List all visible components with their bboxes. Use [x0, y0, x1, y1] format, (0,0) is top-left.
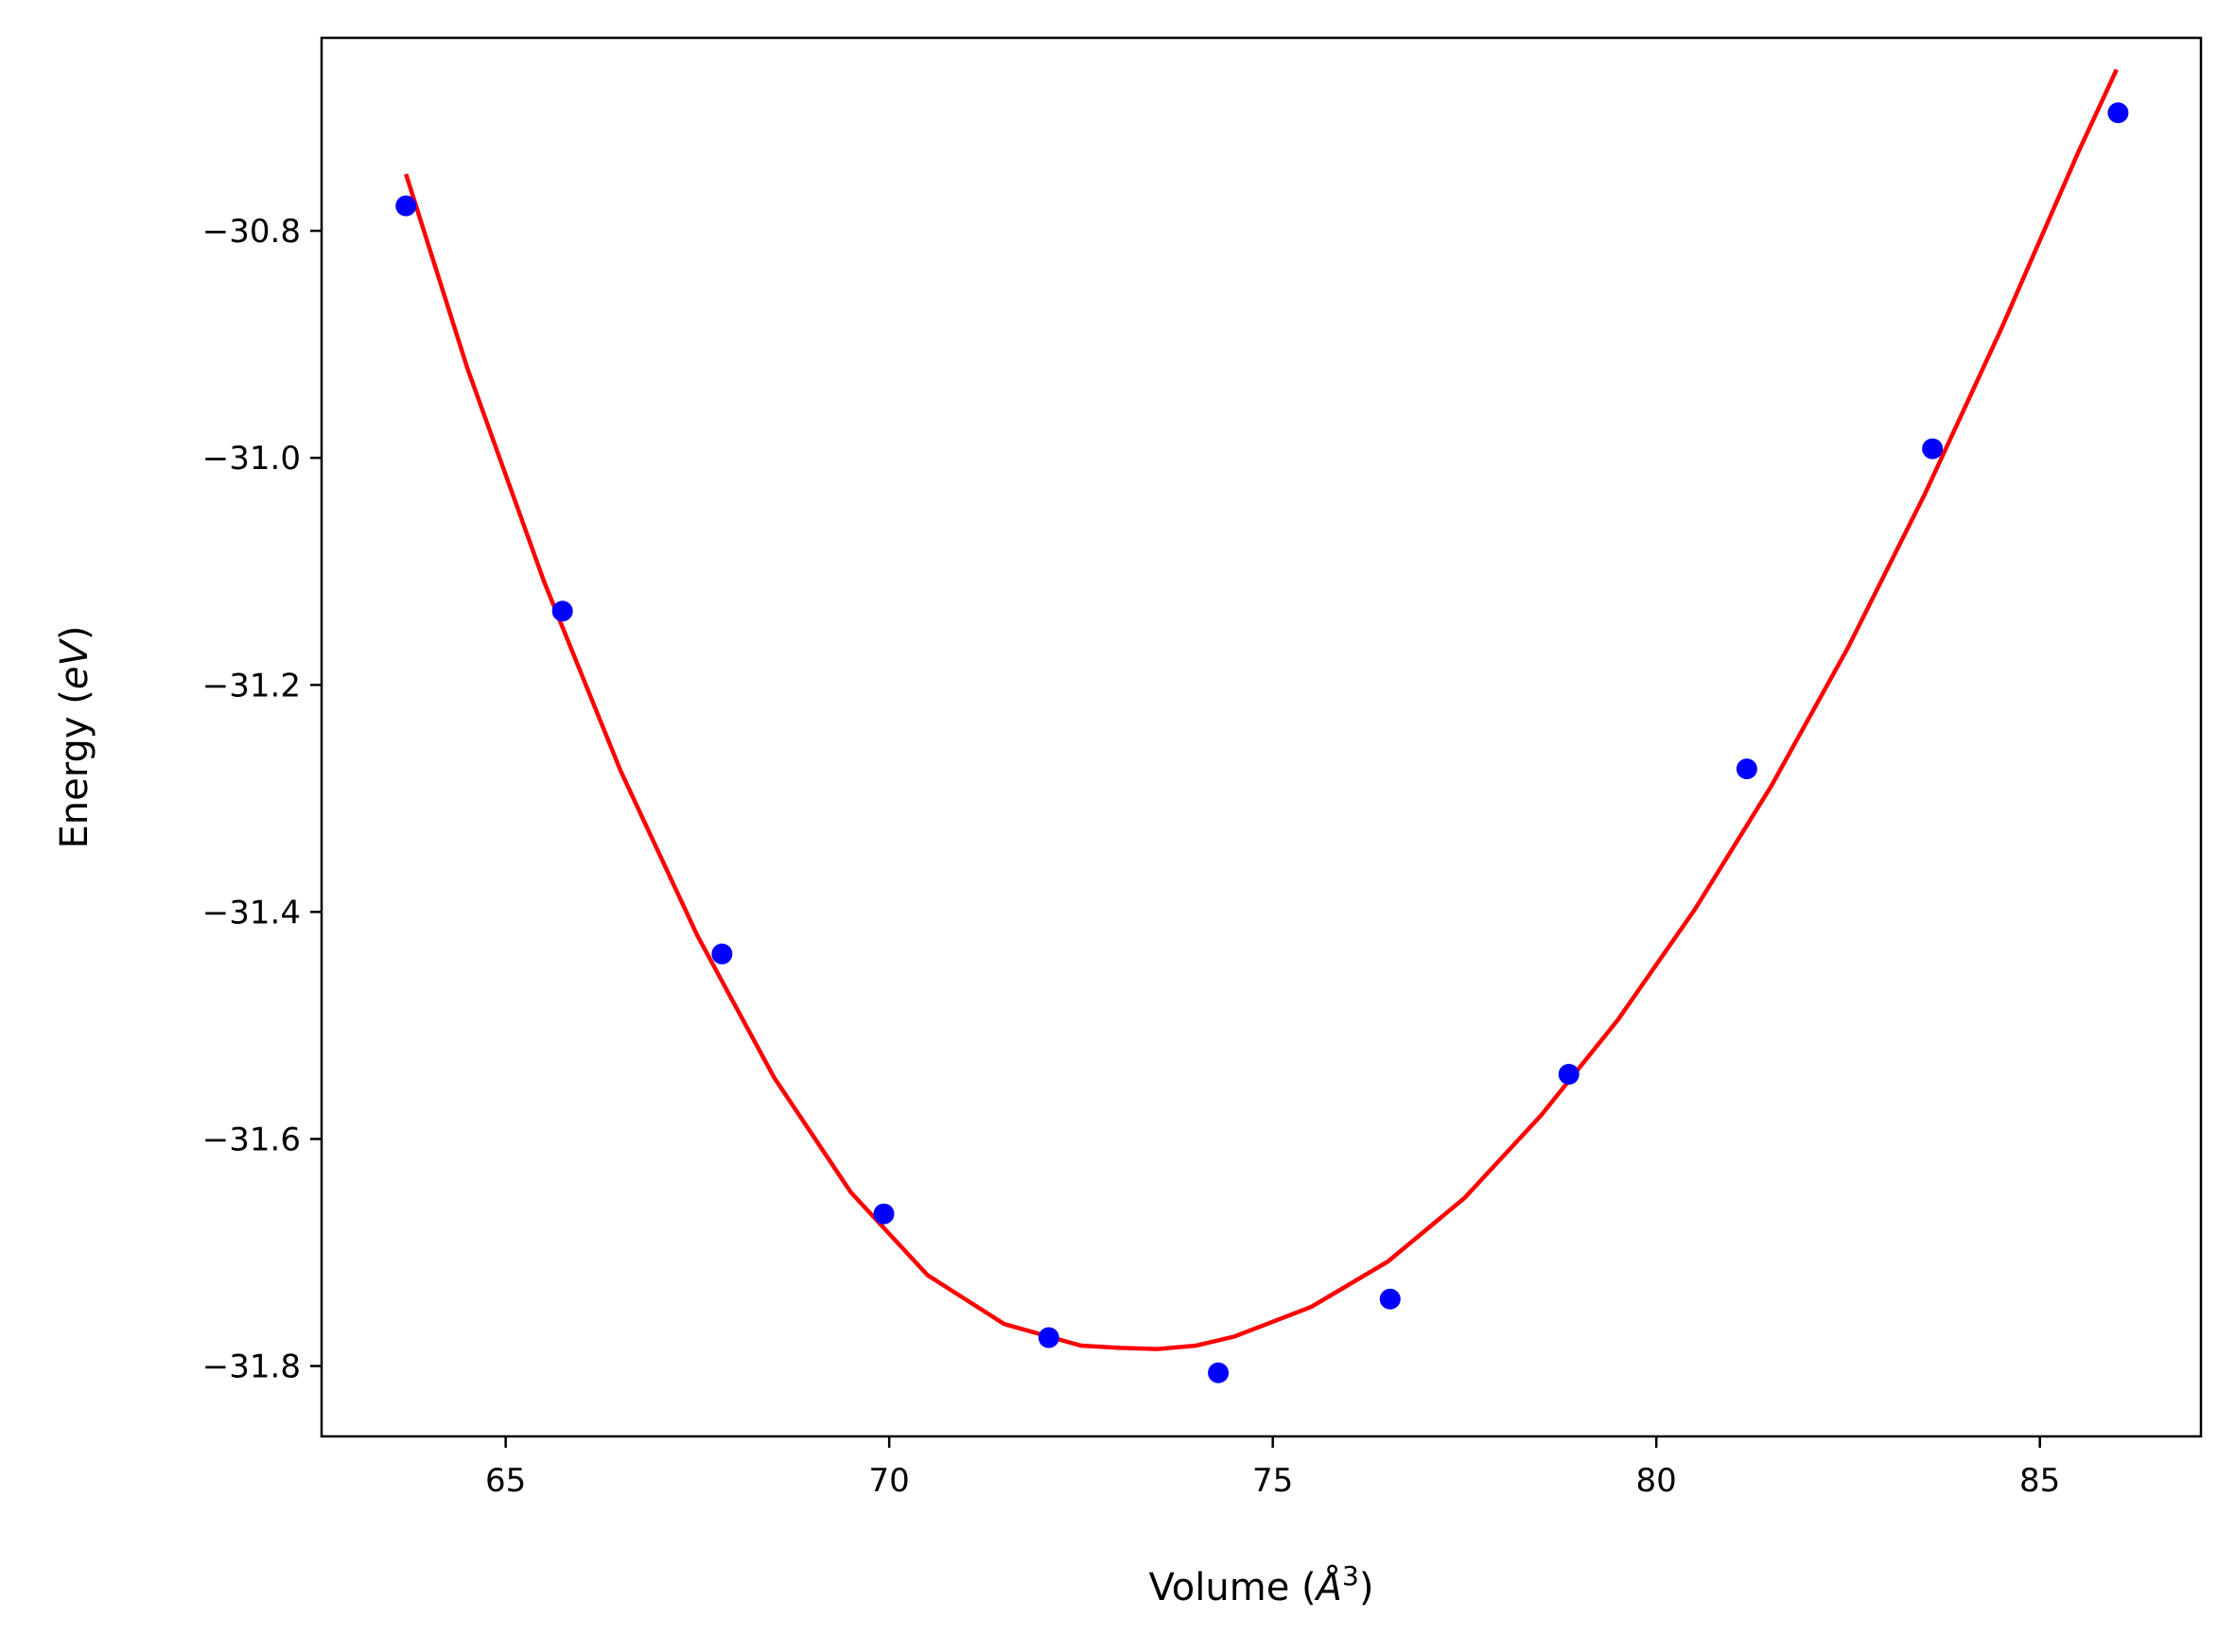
x-axis-label-prefix: Volume (	[1149, 1566, 1317, 1609]
data-point	[1208, 1362, 1230, 1383]
x-axis-label-exponent: 3	[1342, 1560, 1359, 1591]
x-tick-label: 80	[1636, 1462, 1677, 1500]
x-axis-label-suffix: )	[1359, 1566, 1374, 1609]
x-axis-label-symbol: Å	[1314, 1564, 1342, 1609]
data-point	[1922, 438, 1944, 460]
x-tick-label: 85	[2019, 1462, 2060, 1500]
x-axis-label: Volume (Å3)	[1149, 1560, 1374, 1610]
data-point	[2107, 102, 2129, 124]
fit-curve	[404, 68, 2119, 1351]
data-point	[1736, 758, 1757, 780]
y-tick-label: −31.0	[202, 440, 301, 478]
x-tick-label: 75	[1252, 1462, 1293, 1500]
x-tick-label: 65	[485, 1462, 526, 1500]
axes-frame	[320, 36, 2203, 1438]
y-tick-label: −31.4	[202, 894, 301, 931]
y-axis-label: Energy (eV)	[53, 626, 96, 849]
data-point	[551, 600, 573, 622]
data-point	[395, 195, 417, 217]
data-point	[1558, 1064, 1580, 1086]
y-axis-ticks: −30.8 −31.0 −31.2 −31.4 −31.6 −31.8	[202, 213, 322, 1386]
y-tick-label: −31.6	[202, 1121, 301, 1158]
x-tick-label: 70	[869, 1462, 910, 1500]
data-point	[711, 943, 733, 965]
x-axis-ticks: 65 70 75 80 85	[485, 1436, 2060, 1500]
data-points	[395, 102, 2129, 1383]
y-axis-label-suffix: )	[53, 626, 96, 641]
y-tick-label: −30.8	[202, 213, 301, 251]
y-tick-label: −31.2	[202, 667, 301, 704]
y-axis-label-prefix: Energy (	[53, 689, 96, 848]
data-point	[1379, 1288, 1401, 1310]
plot-area	[395, 68, 2129, 1383]
data-point	[1038, 1327, 1059, 1348]
y-axis-label-symbol: eV	[53, 638, 96, 690]
data-point	[873, 1203, 895, 1225]
y-tick-label: −31.8	[202, 1348, 301, 1386]
